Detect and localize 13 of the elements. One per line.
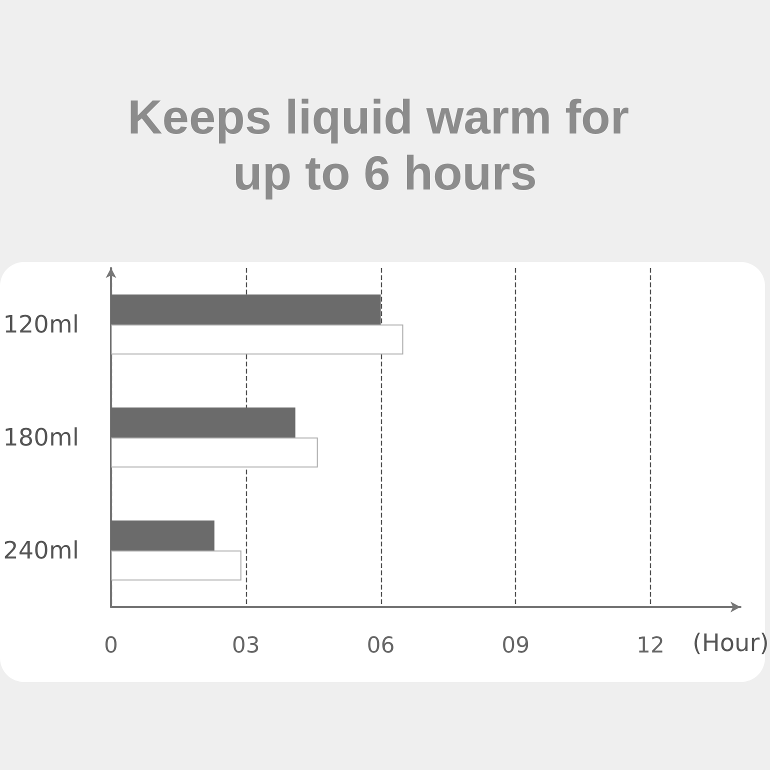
bar: [111, 550, 242, 580]
y-tick-label: 240ml: [3, 536, 79, 564]
x-tick-label: 09: [502, 634, 530, 658]
x-tick-label: 06: [366, 634, 395, 658]
y-tick-label: 120ml: [3, 310, 79, 338]
x-tick-label: 0: [104, 634, 118, 658]
x-tick-label: 12: [636, 634, 665, 658]
x-axis-title: (Hour): [692, 629, 770, 657]
bar: [111, 438, 318, 468]
chart-title: Keeps liquid warm for up to 6 hours: [128, 92, 642, 200]
y-tick-label: 180ml: [3, 424, 79, 452]
bar: [111, 324, 404, 354]
x-tick-label: 03: [232, 634, 260, 658]
